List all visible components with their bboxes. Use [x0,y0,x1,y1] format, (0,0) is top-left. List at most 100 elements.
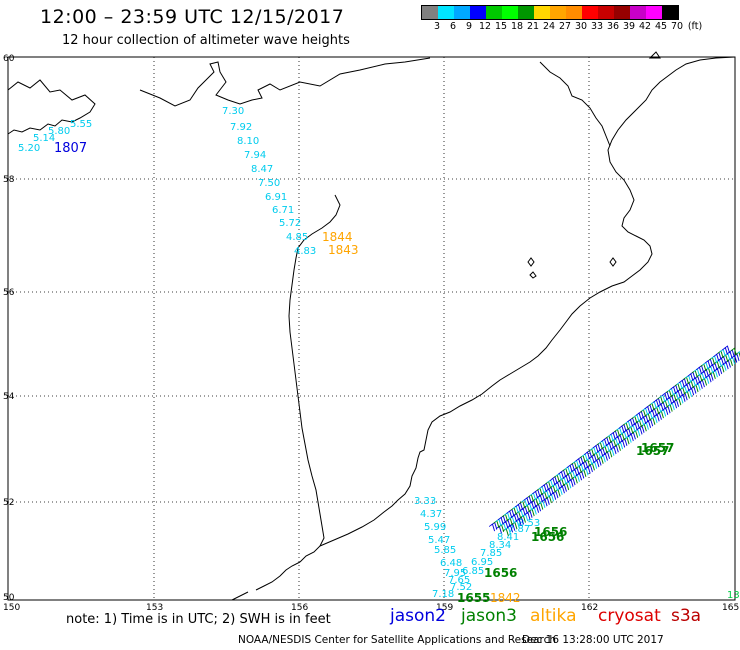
swath-glyph: 7 [643,405,655,418]
swath-glyph: 7 [561,467,573,480]
swath-glyph: 7 [702,375,714,388]
swath-glyph: 7 [668,401,680,414]
swath-glyph: 7 [721,360,733,373]
swath-glyph: 7 [527,507,539,520]
swath-glyph: 7 [641,414,653,427]
swath-glyph: 7 [570,460,582,473]
swath-glyph: 7 [581,466,593,479]
page-title: 12:00 – 23:59 UTC 12/15/2017 [40,6,345,28]
swath-glyph: 7 [602,436,614,449]
swath-glyph: 7 [568,469,580,482]
swath-glyph: 7 [587,454,599,467]
swath-glyph: 7 [488,522,500,535]
swath-glyph: 7 [601,452,613,465]
kamchatka-west-coast [288,194,341,563]
legend-swatch [438,6,454,19]
swath-glyph: 7 [730,347,740,360]
swath-glyph: 7 [619,423,631,436]
swath-glyph: 7 [637,417,649,430]
time-label-1844: 1844 [322,230,353,244]
swath-glyph: 7 [706,357,718,370]
swath-glyph: 7 [566,478,578,491]
swath-glyph: 7 [530,506,542,519]
swath-glyph: 7 [575,471,587,484]
swath-glyph: 7 [695,373,707,386]
swath-glyph: 7 [549,491,561,504]
swath-glyph: 7 [548,477,560,490]
swath-glyph: 7 [678,393,690,406]
swath-glyph: 7 [512,519,524,532]
swath-glyph: 7 [674,389,686,402]
x-label-162: 162 [581,603,598,613]
track-a: 7.30 7.92 8.10 7.94 8.47 7.50 6.91 6.71 … [222,106,316,257]
kuril-island-2 [231,591,249,601]
swath-glyph: 7 [583,450,595,463]
wave-label: 5.85 [434,545,456,556]
time-label-1843: 1843 [328,243,359,257]
x-label-150: 150 [3,603,20,613]
swath-glyph: 7 [551,482,563,495]
kuril-island-1 [255,561,301,591]
swath-glyph: 7 [700,369,712,382]
x-label-159: 159 [436,603,453,613]
wave-label: 8.53 [518,518,540,529]
swath-glyph: 7 [620,430,632,443]
swath-glyph: 7 [514,517,526,530]
swath-glyph: 7 [531,490,543,503]
swath-glyph: 7 [711,368,723,381]
swath-glyph: 7 [693,367,705,380]
swath-glyph: 7 [628,423,640,436]
legend-tick-label: 21 [526,21,540,32]
swath-glyph: 7 [586,463,598,476]
swath-glyph: 7 [719,362,731,375]
swath-glyph: 7 [611,429,623,442]
map-grid [8,57,735,600]
swath-glyph: 7 [592,451,604,464]
swath-glyph: 7 [598,439,610,452]
swath-glyph: 7 [717,364,729,377]
legend-tick-label: 70 [670,21,684,32]
swath-glyph: 7 [581,459,593,472]
swath-glyph: 7 [618,431,630,444]
swath-glyph: 7 [555,472,567,485]
legend-swatch [486,6,502,19]
swath-glyph: 7 [737,349,740,362]
swath-glyph: 7 [693,374,705,387]
wave-label: 6.95 [471,557,493,568]
swath-glyph: 7 [708,356,720,369]
swath-glyph: 7 [723,351,735,364]
wave-label: 7.95 [444,568,466,579]
swath-glyph: 7 [536,501,548,514]
swath-glyph: 7 [531,497,543,510]
legend-tick-label: 9 [465,21,473,32]
swath-glyph: 7 [538,499,550,512]
swath-glyph: 7 [542,482,554,495]
swath-glyph: 7 [525,502,537,515]
satellite-s3a: s3a [671,606,702,626]
swath-glyph: 7 [622,428,634,441]
swath-glyph: 7 [538,492,550,505]
swath-glyph: 7 [611,436,623,449]
swath-glyph: 7 [703,359,715,372]
swath-glyph: 7 [672,398,684,411]
swath-glyph: 7 [659,400,671,413]
swath-glyph: 7 [510,513,522,526]
swath-glyph: 7 [627,432,639,445]
swath-glyph: 7 [723,344,735,357]
swath-glyph: 7 [606,433,618,446]
swath-glyph: 7 [656,395,668,408]
swath-glyph: 7 [516,501,528,514]
time-label-1656: 1656 [534,525,567,539]
satellite-jason2: jason2 [390,606,446,626]
swath-glyph: 7 [497,523,509,536]
swath-glyph: 7 [654,397,666,410]
footer-note: note: 1) Time is in UTC; 2) SWH is in fe… [66,612,331,627]
swath-glyph: 7 [689,385,701,398]
altika-times-top: 1844 1843 [322,230,359,257]
swath-glyph: 7 [599,453,611,466]
swath-glyph: 7 [673,382,685,395]
swath-glyph: 7 [689,378,701,391]
small-islands [527,51,661,279]
swath-glyph: 7 [676,395,688,408]
swath-glyph: 7 [590,460,602,473]
